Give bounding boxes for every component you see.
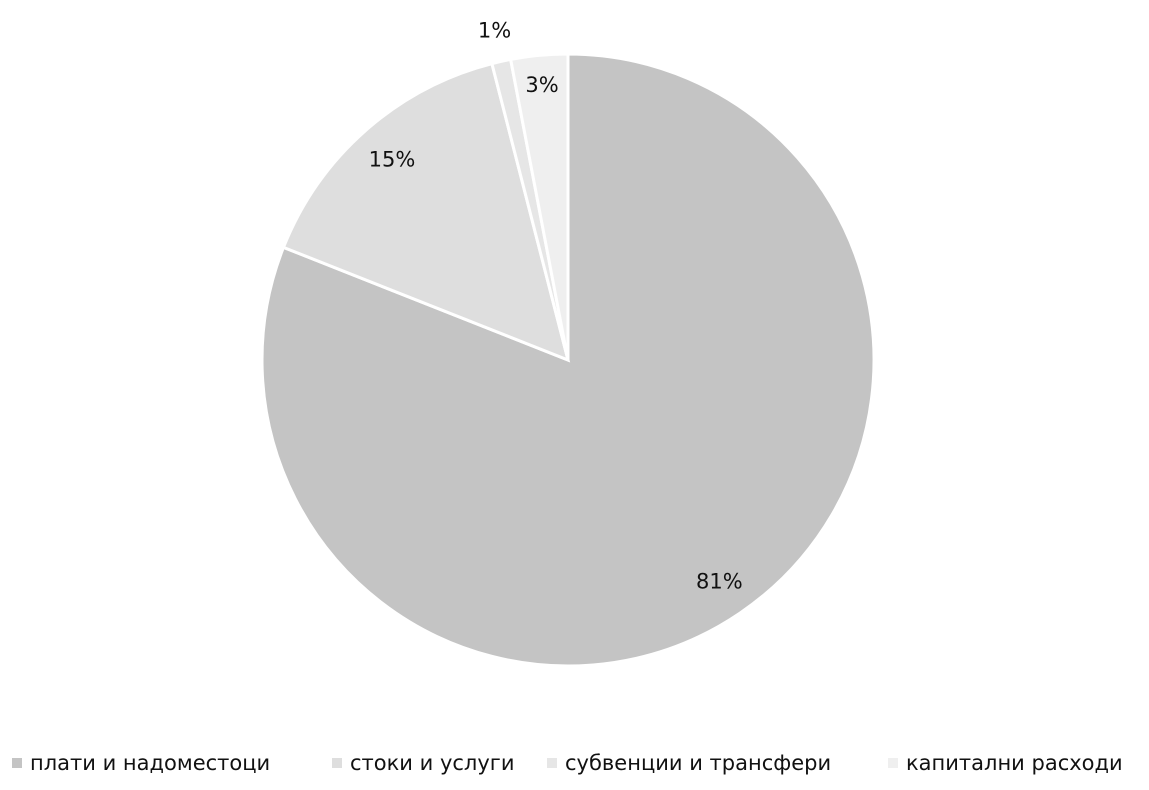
data-label: 15% xyxy=(369,147,416,171)
legend-label: капитални расходи xyxy=(906,751,1123,775)
legend-label: субвенции и трансфери xyxy=(565,751,831,775)
legend-marker xyxy=(888,758,898,768)
legend-marker xyxy=(332,758,342,768)
data-label: 81% xyxy=(696,570,743,594)
pie-slice xyxy=(508,52,570,361)
data-label: 1% xyxy=(478,19,511,43)
legend-label: стоки и услуги xyxy=(350,751,514,775)
legend-label: плати и надоместоци xyxy=(30,751,270,775)
legend-marker xyxy=(547,758,557,768)
pie-slice xyxy=(281,61,571,363)
legend-marker xyxy=(12,758,22,768)
data-label: 3% xyxy=(525,73,558,97)
